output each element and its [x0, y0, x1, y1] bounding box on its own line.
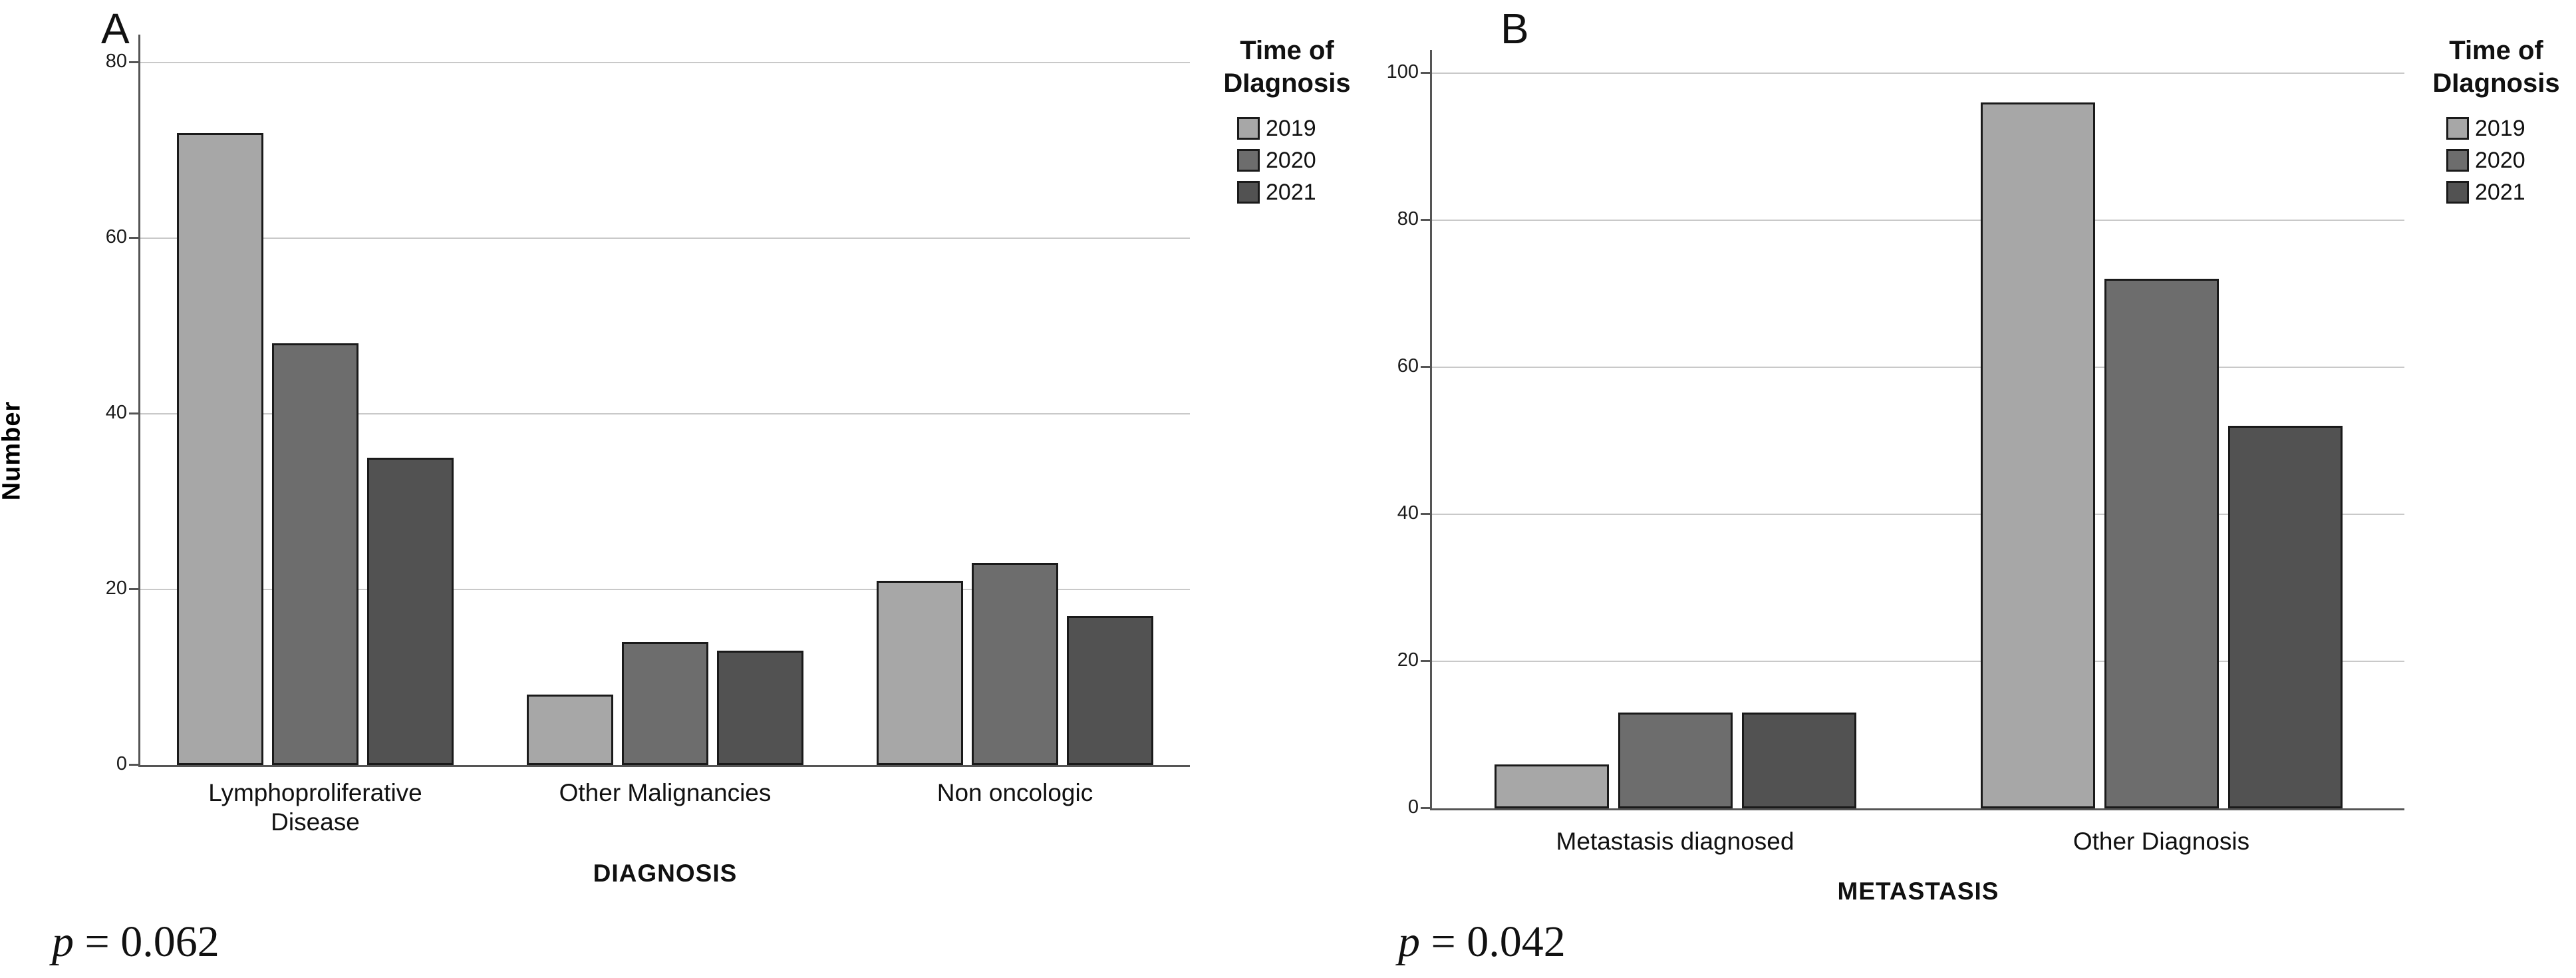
legend-label-2021: 2021 — [2475, 179, 2525, 205]
y-axis-label-number: Number — [0, 401, 26, 501]
legend-panel-a: Time of DIagnosis 2019 2020 2021 — [1216, 35, 1358, 212]
x-axis-title-diagnosis: DIAGNOSIS — [593, 860, 738, 887]
y-tick-label-40: 40 — [1397, 502, 1419, 524]
category-label-line: Disease — [271, 808, 360, 836]
legend-title-line1: Time of — [1240, 36, 1334, 65]
y-tick-label-100: 100 — [1386, 61, 1419, 82]
legend-panel-b: Time of DIagnosis 2019 2020 2021 — [2425, 35, 2567, 212]
legend-swatch-2021 — [1237, 181, 1260, 204]
p-value-text: = 0.062 — [74, 917, 219, 966]
legend-row-2019: 2019 — [2446, 116, 2567, 142]
y-tick-80 — [129, 61, 138, 63]
y-tick-label-80: 80 — [1397, 208, 1419, 230]
legend-title: Time of DIagnosis — [2425, 35, 2567, 100]
y-tick-100 — [1421, 72, 1430, 74]
bar-2019-non-oncologic — [877, 580, 963, 765]
legend-row-2021: 2021 — [2446, 180, 2567, 206]
bar-2019-other-malignancies — [527, 695, 613, 765]
category-label-metastasis-diagnosed: Metastasis diagnosed — [1463, 827, 1888, 856]
bar-2021-metastasis-diagnosed — [1741, 713, 1856, 808]
gridline-60 — [1432, 367, 2404, 368]
p-value-panel-b: p = 0.042 — [1398, 917, 1566, 967]
legend-swatch-2019 — [2446, 117, 2469, 140]
y-tick-40 — [129, 412, 138, 414]
legend-entries: 2019 2020 2021 — [1216, 116, 1358, 206]
y-tick-40 — [1421, 513, 1430, 515]
panel-a-letter: A — [101, 5, 130, 53]
y-tick-label-0: 0 — [116, 753, 127, 774]
bar-2020-metastasis-diagnosed — [1618, 713, 1733, 808]
y-tick-80 — [1421, 219, 1430, 221]
bar-2021-other-diagnosis — [2227, 426, 2343, 808]
legend-label-2021: 2021 — [1266, 179, 1316, 205]
legend-entries: 2019 2020 2021 — [2425, 116, 2567, 206]
gridline-80 — [1432, 220, 2404, 221]
legend-swatch-2020 — [2446, 149, 2469, 172]
legend-swatch-2020 — [1237, 149, 1260, 172]
legend-row-2019: 2019 — [1237, 116, 1358, 142]
category-label-other-malignancies: Other Malignancies — [452, 778, 878, 808]
legend-label-2019: 2019 — [1266, 115, 1316, 141]
legend-row-2020: 2020 — [2446, 148, 2567, 174]
bar-2021-other-malignancies — [717, 651, 803, 765]
gridline-20 — [140, 589, 1190, 590]
gridline-20 — [1432, 661, 2404, 662]
gridline-40 — [1432, 514, 2404, 515]
bar-2021-lymphoproliferative-disease — [367, 458, 454, 765]
category-label-line: Non oncologic — [936, 779, 1093, 806]
legend-swatch-2019 — [1237, 117, 1260, 140]
category-label-other-diagnosis: Other Diagnosis — [1949, 827, 2374, 856]
gridline-60 — [140, 238, 1190, 239]
legend-row-2021: 2021 — [1237, 180, 1358, 206]
legend-swatch-2021 — [2446, 181, 2469, 204]
panel-b-letter: B — [1501, 5, 1529, 53]
x-axis-title-metastasis: METASTASIS — [1837, 878, 1999, 905]
y-tick-label-60: 60 — [105, 226, 127, 247]
y-tick-label-80: 80 — [105, 51, 127, 72]
y-tick-label-40: 40 — [105, 402, 127, 423]
p-value-panel-a: p = 0.062 — [52, 917, 219, 967]
gridline-80 — [140, 62, 1190, 63]
bar-2019-lymphoproliferative-disease — [177, 132, 263, 765]
legend-title-line2: DIagnosis — [1223, 68, 1351, 98]
category-label-line: Other Malignancies — [559, 779, 772, 806]
legend-label-2020: 2020 — [1266, 147, 1316, 173]
category-label-lymphoproliferative-disease: Lymphoproliferative Disease — [102, 778, 528, 836]
y-tick-0 — [1421, 807, 1430, 809]
legend-title-line2: DIagnosis — [2432, 68, 2560, 98]
bar-2021-non-oncologic — [1067, 615, 1153, 765]
legend-label-2020: 2020 — [2475, 147, 2525, 173]
category-label-line: Other Diagnosis — [2073, 828, 2250, 855]
y-tick-0 — [129, 764, 138, 766]
panel-b-plot-area: METASTASIS 0 20 40 60 80 100 Metastasis diagno… — [1387, 50, 2404, 905]
legend-label-2019: 2019 — [2475, 115, 2525, 141]
category-label-line: Lymphoproliferative — [208, 779, 422, 806]
panel-a-plot-area: DIAGNOSIS 0 20 40 60 80 Lymphoproliferative Di… — [106, 35, 1190, 887]
legend-title: Time of DIagnosis — [1216, 35, 1358, 100]
p-symbol: p — [1398, 917, 1420, 966]
bar-2019-metastasis-diagnosed — [1494, 764, 1609, 808]
y-tick-60 — [1421, 366, 1430, 368]
gridline-40 — [140, 413, 1190, 414]
p-value-text: = 0.042 — [1420, 917, 1566, 966]
y-tick-label-20: 20 — [105, 577, 127, 599]
legend-title-line1: Time of — [2449, 36, 2543, 65]
y-tick-20 — [129, 588, 138, 590]
gridline-100 — [1432, 73, 2404, 74]
y-tick-20 — [1421, 660, 1430, 662]
legend-row-2020: 2020 — [1237, 148, 1358, 174]
bar-2020-other-diagnosis — [2104, 279, 2219, 808]
y-tick-label-20: 20 — [1397, 649, 1419, 671]
p-symbol: p — [52, 917, 74, 966]
bar-2020-lymphoproliferative-disease — [272, 343, 358, 765]
y-tick-label-60: 60 — [1397, 355, 1419, 377]
bar-2019-other-diagnosis — [1980, 102, 2095, 808]
bar-2020-other-malignancies — [622, 642, 708, 765]
y-tick-60 — [129, 237, 138, 239]
category-label-line: Metastasis diagnosed — [1556, 828, 1794, 855]
category-label-non-oncologic: Non oncologic — [802, 778, 1228, 808]
bar-2020-non-oncologic — [972, 563, 1058, 765]
y-tick-label-0: 0 — [1407, 796, 1419, 818]
